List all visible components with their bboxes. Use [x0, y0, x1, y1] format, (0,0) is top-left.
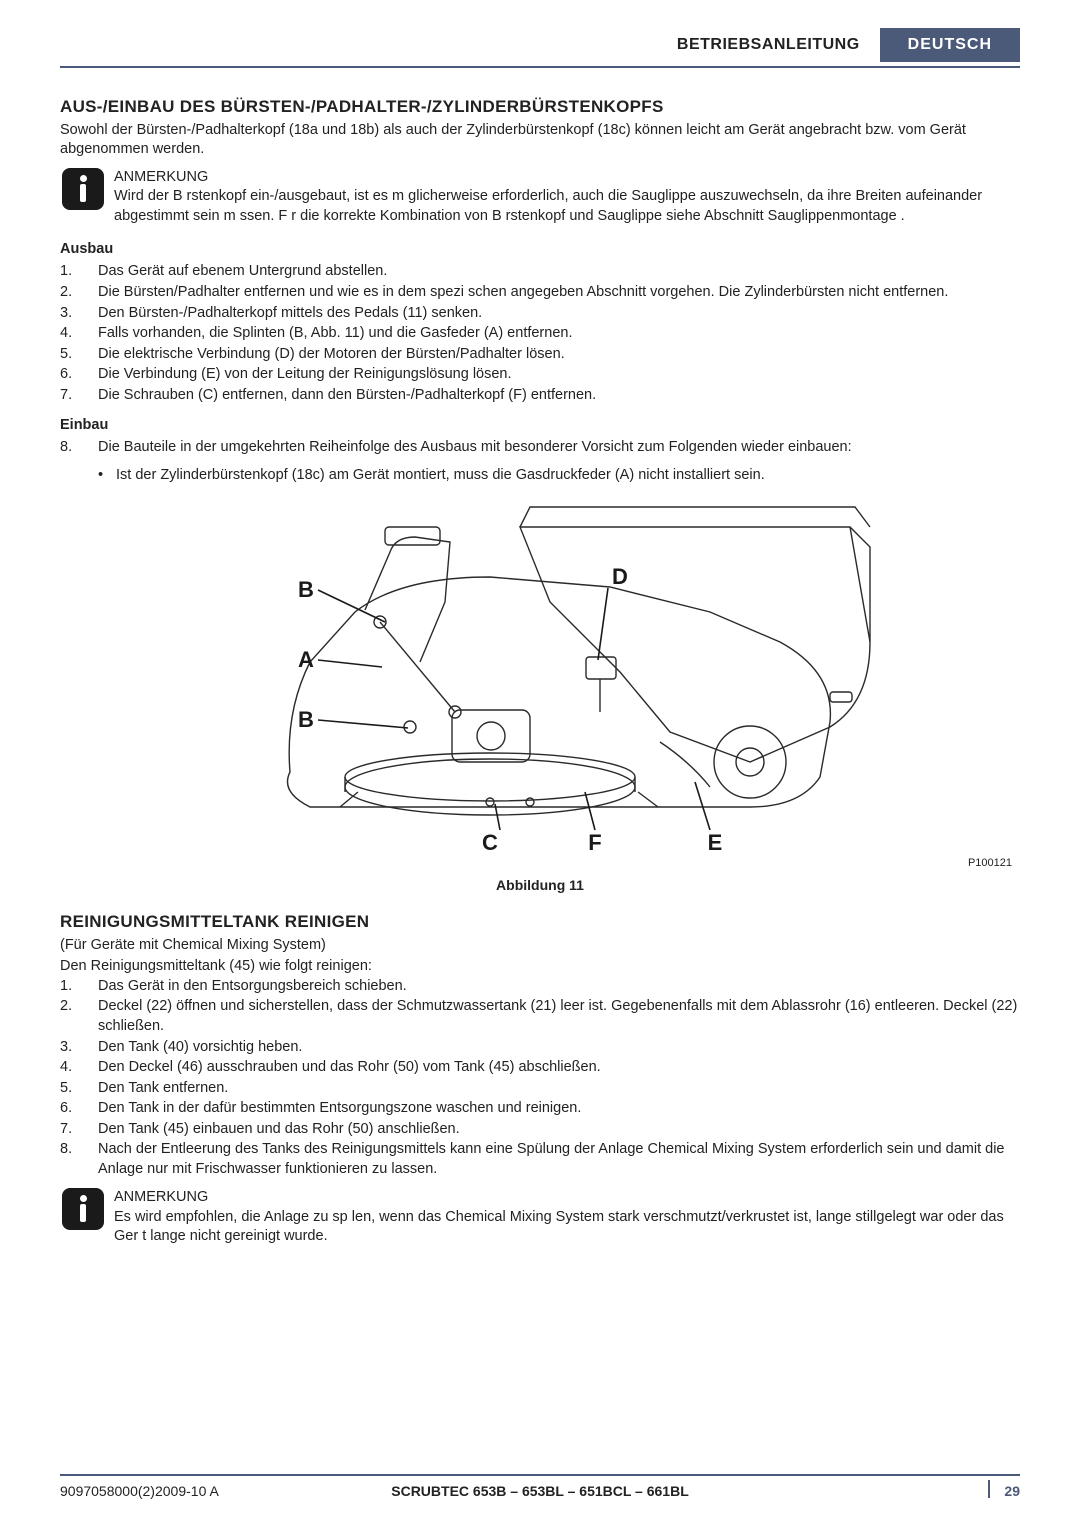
- note-block-2: ANMERKUNG Es wird empfohlen, die Anlage …: [62, 1188, 1020, 1247]
- fig-label-A: A: [298, 647, 314, 672]
- note-text: ANMERKUNG Es wird empfohlen, die Anlage …: [114, 1188, 1020, 1247]
- list-item: 8.Nach der Entleerung des Tanks des Rein…: [60, 1140, 1020, 1180]
- note-body: Es wird empfohlen, die Anlage zu sp len,…: [114, 1209, 1004, 1245]
- fig-label-B: B: [298, 577, 314, 602]
- info-icon: [62, 168, 104, 210]
- section2-lead: Den Reinigungsmitteltank (45) wie folgt …: [60, 957, 1020, 977]
- figure-caption: Abbildung 11: [60, 876, 1020, 895]
- list-item: 3.Den Tank (40) vorsichtig heben.: [60, 1037, 1020, 1058]
- list-item: 6.Den Tank in der dafür bestimmten Entso…: [60, 1099, 1020, 1120]
- figure-id: P100121: [60, 856, 1012, 871]
- list-item: 4.Den Deckel (46) ausschrauben und das R…: [60, 1058, 1020, 1079]
- footer-page: 29: [780, 1482, 1020, 1501]
- list-item: 1.Das Gerät auf ebenem Untergrund abstel…: [60, 262, 1020, 283]
- list-item: 7.Den Tank (45) einbauen und das Rohr (5…: [60, 1119, 1020, 1140]
- fig-label-C: C: [482, 830, 498, 852]
- section2-list: 1.Das Gerät in den Entsorgungsbereich sc…: [60, 976, 1020, 1180]
- ausbau-list: 1.Das Gerät auf ebenem Untergrund abstel…: [60, 262, 1020, 406]
- einbau-list: 8.Die Bauteile in der umgekehrten Reihei…: [60, 437, 1020, 458]
- fig-label-D: D: [612, 564, 628, 589]
- list-item: 7.Die Schrauben (C) entfernen, dann den …: [60, 385, 1020, 406]
- fig-label-E: E: [708, 830, 723, 852]
- section2-title: REINIGUNGSMITTELTANK REINIGEN: [60, 911, 1020, 934]
- list-item: 6.Die Verbindung (E) von der Leitung der…: [60, 365, 1020, 386]
- ausbau-heading: Ausbau: [60, 240, 1020, 260]
- fig-label-F: F: [588, 830, 601, 852]
- doc-type: BETRIEBSANLEITUNG: [667, 28, 880, 62]
- einbau-heading: Einbau: [60, 416, 1020, 436]
- footer-rule: [60, 1474, 1020, 1476]
- bullet-item: Ist der Zylinderbürstenkopf (18c) am Ger…: [98, 466, 1020, 486]
- note-title: ANMERKUNG: [114, 1188, 1020, 1208]
- note-body: Wird der B rstenkopf ein-/ausgebaut, ist…: [114, 188, 982, 224]
- footer-docnum: 9097058000(2)2009-10 A: [60, 1482, 300, 1501]
- list-item: 5.Den Tank entfernen.: [60, 1078, 1020, 1099]
- list-item: 4.Falls vorhanden, die Splinten (B, Abb.…: [60, 324, 1020, 345]
- note-title: ANMERKUNG: [114, 168, 1020, 188]
- header-rule: [60, 66, 1020, 68]
- list-item: 2.Die Bürsten/Padhalter entfernen und wi…: [60, 282, 1020, 303]
- section1-title: AUS-/EINBAU DES BÜRSTEN-/PADHALTER-/ZYLI…: [60, 96, 1020, 119]
- list-item: 2.Deckel (22) öffnen und sicherstellen, …: [60, 997, 1020, 1037]
- list-item: 5.Die elektrische Verbindung (D) der Mot…: [60, 344, 1020, 365]
- list-item: 8.Die Bauteile in der umgekehrten Reihei…: [60, 437, 1020, 458]
- einbau-bullets: Ist der Zylinderbürstenkopf (18c) am Ger…: [98, 466, 1020, 486]
- section2-subtitle: (Für Geräte mit Chemical Mixing System): [60, 936, 1020, 956]
- header: BETRIEBSANLEITUNG DEUTSCH: [60, 28, 1020, 62]
- fig-label-B2: B: [298, 707, 314, 732]
- section1-intro: Sowohl der Bürsten-/Padhalterkopf (18a u…: [60, 121, 1020, 160]
- list-item: 1.Das Gerät in den Entsorgungsbereich sc…: [60, 976, 1020, 997]
- figure-11: B A B D C F E: [60, 492, 1020, 852]
- list-item: 3.Den Bürsten-/Padhalterkopf mittels des…: [60, 303, 1020, 324]
- language-badge: DEUTSCH: [880, 28, 1020, 62]
- note-text: ANMERKUNG Wird der B rstenkopf ein-/ausg…: [114, 168, 1020, 227]
- footer: 9097058000(2)2009-10 A SCRUBTEC 653B – 6…: [60, 1474, 1020, 1501]
- info-icon: [62, 1188, 104, 1230]
- header-spacer: [60, 28, 667, 62]
- figure-svg: B A B D C F E: [190, 492, 890, 852]
- note-block-1: ANMERKUNG Wird der B rstenkopf ein-/ausg…: [62, 168, 1020, 227]
- footer-model: SCRUBTEC 653B – 653BL – 651BCL – 661BL: [300, 1482, 780, 1501]
